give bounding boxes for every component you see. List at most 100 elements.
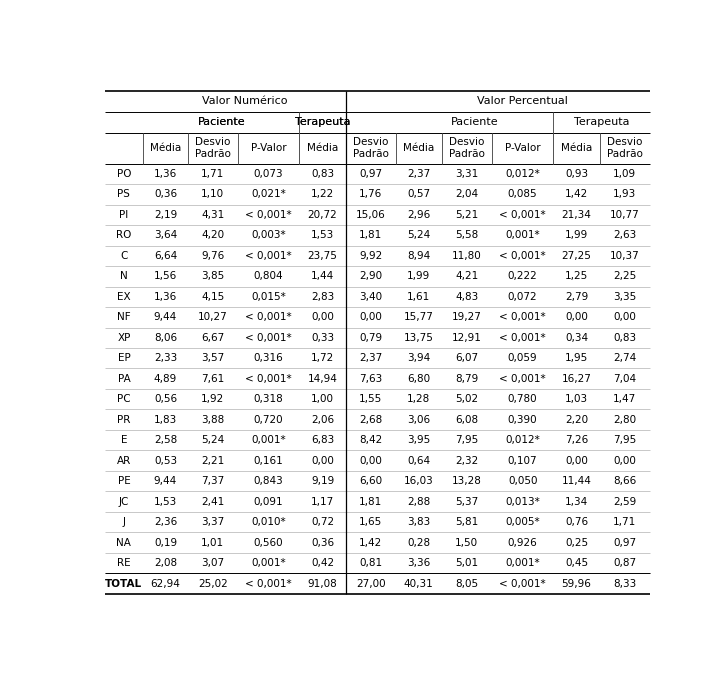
Text: Terapeuta: Terapeuta [295, 117, 350, 127]
Text: PI: PI [120, 210, 128, 220]
Text: 62,94: 62,94 [151, 579, 181, 589]
Text: 0,085: 0,085 [507, 189, 537, 199]
Text: 0,87: 0,87 [613, 558, 637, 568]
Text: 13,75: 13,75 [404, 332, 434, 343]
Text: 8,33: 8,33 [613, 579, 637, 589]
Text: 0,560: 0,560 [254, 538, 283, 548]
Text: 9,44: 9,44 [154, 476, 177, 486]
Text: 0,25: 0,25 [565, 538, 588, 548]
Text: 7,26: 7,26 [565, 435, 588, 445]
Text: 3,36: 3,36 [407, 558, 431, 568]
Text: 2,37: 2,37 [359, 353, 382, 363]
Text: < 0,001*: < 0,001* [500, 579, 546, 589]
Text: 0,001*: 0,001* [252, 435, 286, 445]
Text: 1,00: 1,00 [311, 394, 334, 404]
Text: 0,161: 0,161 [254, 456, 283, 466]
Text: 0,42: 0,42 [311, 558, 334, 568]
Text: 1,42: 1,42 [565, 189, 588, 199]
Text: 3,07: 3,07 [202, 558, 225, 568]
Text: 0,00: 0,00 [613, 456, 636, 466]
Text: 1,44: 1,44 [311, 271, 334, 281]
Text: 0,72: 0,72 [311, 517, 334, 527]
Text: 3,37: 3,37 [202, 517, 225, 527]
Text: EP: EP [117, 353, 130, 363]
Text: 0,015*: 0,015* [252, 292, 286, 302]
Text: 8,79: 8,79 [455, 374, 479, 384]
Text: 2,59: 2,59 [613, 497, 637, 507]
Text: 2,58: 2,58 [154, 435, 177, 445]
Text: 1,28: 1,28 [407, 394, 431, 404]
Text: 1,53: 1,53 [311, 230, 334, 240]
Text: < 0,001*: < 0,001* [500, 210, 546, 220]
Text: 0,56: 0,56 [154, 394, 177, 404]
Text: 20,72: 20,72 [307, 210, 337, 220]
Text: Paciente: Paciente [197, 117, 245, 127]
Text: 8,42: 8,42 [359, 435, 382, 445]
Text: PS: PS [117, 189, 130, 199]
Text: 3,94: 3,94 [407, 353, 431, 363]
Text: JC: JC [119, 497, 129, 507]
Text: 1,01: 1,01 [202, 538, 225, 548]
Text: 0,00: 0,00 [311, 456, 334, 466]
Text: 9,19: 9,19 [311, 476, 334, 486]
Text: 0,64: 0,64 [407, 456, 431, 466]
Text: P-Valor: P-Valor [251, 143, 286, 153]
Text: Média: Média [403, 143, 434, 153]
Text: 0,091: 0,091 [254, 497, 283, 507]
Text: 0,83: 0,83 [613, 332, 637, 343]
Text: Desvio
Padrão: Desvio Padrão [449, 137, 485, 159]
Text: PR: PR [117, 415, 130, 425]
Text: 0,390: 0,390 [507, 415, 537, 425]
Text: 19,27: 19,27 [452, 312, 482, 322]
Text: 0,83: 0,83 [311, 169, 334, 179]
Text: Valor Numérico: Valor Numérico [202, 96, 287, 106]
Text: Terapeuta: Terapeuta [573, 117, 629, 127]
Text: 0,36: 0,36 [311, 538, 334, 548]
Text: EX: EX [117, 292, 130, 302]
Text: 2,20: 2,20 [565, 415, 588, 425]
Text: 5,58: 5,58 [455, 230, 479, 240]
Text: 10,27: 10,27 [198, 312, 228, 322]
Text: 3,06: 3,06 [407, 415, 431, 425]
Text: Desvio
Padrão: Desvio Padrão [195, 137, 231, 159]
Text: < 0,001*: < 0,001* [500, 312, 546, 322]
Text: 0,073: 0,073 [254, 169, 283, 179]
Text: 1,10: 1,10 [202, 189, 225, 199]
Text: 0,720: 0,720 [254, 415, 283, 425]
Text: PO: PO [117, 169, 131, 179]
Text: 16,03: 16,03 [404, 476, 434, 486]
Text: 1,17: 1,17 [311, 497, 334, 507]
Text: 13,28: 13,28 [452, 476, 482, 486]
Text: E: E [120, 435, 127, 445]
Text: 27,25: 27,25 [562, 251, 592, 261]
Text: PA: PA [117, 374, 130, 384]
Text: 2,37: 2,37 [407, 169, 431, 179]
Text: 4,20: 4,20 [202, 230, 225, 240]
Text: 2,19: 2,19 [154, 210, 177, 220]
Text: 2,90: 2,90 [359, 271, 382, 281]
Text: RO: RO [116, 230, 132, 240]
Text: 1,25: 1,25 [565, 271, 588, 281]
Text: 0,36: 0,36 [154, 189, 177, 199]
Text: 1,22: 1,22 [311, 189, 334, 199]
Text: 3,64: 3,64 [154, 230, 177, 240]
Text: 1,95: 1,95 [565, 353, 588, 363]
Text: 0,843: 0,843 [254, 476, 283, 486]
Text: 0,001*: 0,001* [505, 558, 540, 568]
Text: NA: NA [117, 538, 131, 548]
Text: 16,27: 16,27 [562, 374, 592, 384]
Text: J: J [123, 517, 125, 527]
Text: 11,80: 11,80 [452, 251, 481, 261]
Text: 11,44: 11,44 [562, 476, 592, 486]
Text: 0,804: 0,804 [254, 271, 283, 281]
Text: 0,316: 0,316 [254, 353, 283, 363]
Text: PE: PE [117, 476, 130, 486]
Text: 12,91: 12,91 [452, 332, 482, 343]
Text: 0,107: 0,107 [507, 456, 537, 466]
Text: 3,40: 3,40 [359, 292, 382, 302]
Text: 3,35: 3,35 [613, 292, 637, 302]
Text: 14,94: 14,94 [307, 374, 337, 384]
Text: 2,36: 2,36 [154, 517, 177, 527]
Text: 1,36: 1,36 [154, 169, 177, 179]
Text: 2,25: 2,25 [613, 271, 637, 281]
